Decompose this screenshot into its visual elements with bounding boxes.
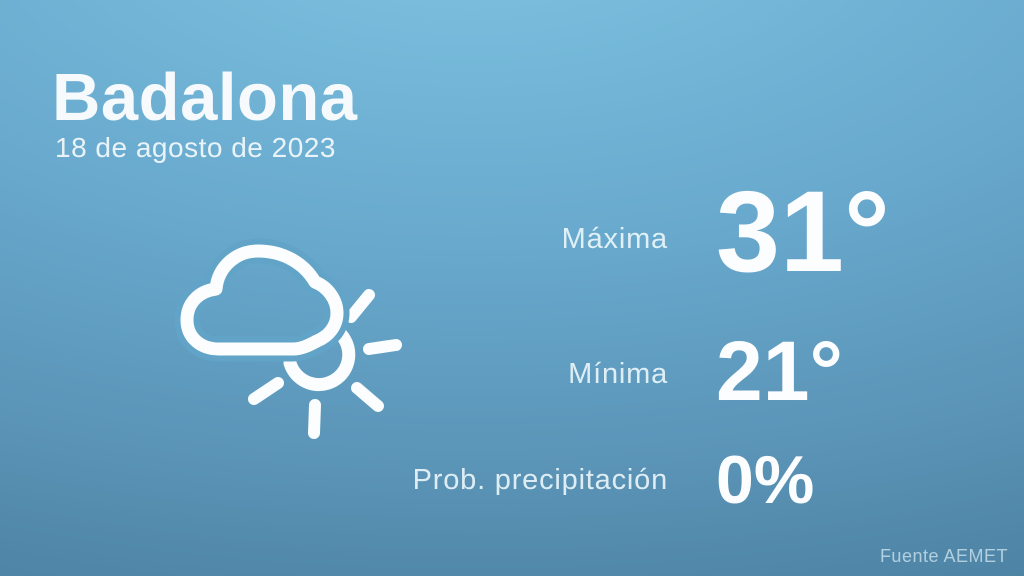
min-temp-label: Mínima [568,358,668,390]
sun-ray [308,399,321,439]
cloud-gap-outline [174,238,350,362]
cloud-icon [180,244,344,356]
sun-behind-cloud-icon [174,238,402,439]
data-source-attribution: Fuente AEMET [879,546,1008,566]
precip-prob-label: Prob. precipitación [412,464,668,496]
precip-prob-value: 0% [716,442,815,518]
sun-ray [351,382,384,412]
min-temp-value: 21° [716,324,844,418]
max-temp-label: Máxima [561,223,668,255]
forecast-date: 18 de agosto de 2023 [55,132,336,163]
page-title-city: Badalona [52,60,358,135]
sun-disc-icon [283,323,356,392]
weather-icon-container [165,222,415,452]
max-temp-value: 31° [716,168,890,296]
sun-ray [345,289,375,323]
sun-rays-icon [248,289,402,439]
sun-ray [363,339,402,355]
sun-ray [248,377,284,405]
